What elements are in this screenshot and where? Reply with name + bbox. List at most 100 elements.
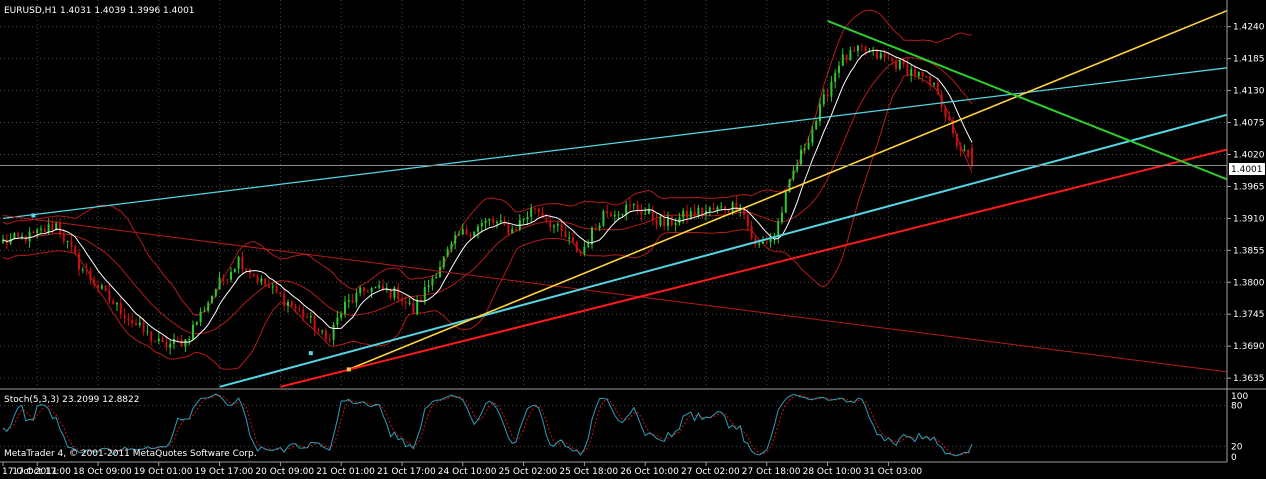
candle-body[interactable] bbox=[591, 227, 593, 245]
candle-body[interactable] bbox=[480, 223, 483, 227]
candle-body[interactable] bbox=[553, 225, 555, 228]
candle-body[interactable] bbox=[583, 246, 586, 254]
candle-body[interactable] bbox=[792, 170, 795, 180]
candle-body[interactable] bbox=[32, 231, 35, 234]
candle-body[interactable] bbox=[560, 224, 563, 232]
candle-body[interactable] bbox=[176, 338, 179, 340]
candle-body[interactable] bbox=[800, 149, 802, 165]
candle-body[interactable] bbox=[59, 223, 61, 235]
candle-body[interactable] bbox=[678, 217, 681, 224]
candle-body[interactable] bbox=[541, 212, 544, 218]
candle-body[interactable] bbox=[959, 145, 962, 151]
candle-body[interactable] bbox=[127, 318, 130, 321]
candle-body[interactable] bbox=[2, 239, 4, 243]
candle-body[interactable] bbox=[442, 256, 445, 268]
candle-body[interactable] bbox=[496, 222, 498, 224]
candle-body[interactable] bbox=[492, 219, 495, 223]
candle-body[interactable] bbox=[36, 229, 39, 234]
candle-body[interactable] bbox=[784, 191, 787, 213]
candle-body[interactable] bbox=[902, 60, 905, 65]
candle-body[interactable] bbox=[401, 299, 403, 302]
candle-body[interactable] bbox=[66, 240, 69, 242]
candle-body[interactable] bbox=[712, 207, 715, 210]
candle-body[interactable] bbox=[887, 57, 890, 59]
candle-body[interactable] bbox=[701, 208, 704, 215]
candle-body[interactable] bbox=[298, 308, 301, 310]
candle-body[interactable] bbox=[173, 338, 175, 344]
candle-body[interactable] bbox=[97, 285, 99, 289]
candle-body[interactable] bbox=[431, 278, 434, 286]
candle-body[interactable] bbox=[511, 229, 514, 234]
candle-body[interactable] bbox=[579, 251, 582, 254]
candle-body[interactable] bbox=[936, 82, 939, 95]
candle-body[interactable] bbox=[537, 208, 540, 213]
candle-body[interactable] bbox=[271, 286, 274, 288]
candle-body[interactable] bbox=[169, 343, 172, 348]
candle-body[interactable] bbox=[659, 217, 662, 226]
candle-body[interactable] bbox=[796, 164, 799, 171]
candle-body[interactable] bbox=[727, 210, 730, 212]
candle-body[interactable] bbox=[762, 241, 764, 244]
candle-body[interactable] bbox=[340, 313, 343, 318]
candle-body[interactable] bbox=[477, 226, 479, 232]
candle-body[interactable] bbox=[648, 210, 650, 214]
candle-body[interactable] bbox=[116, 302, 118, 305]
candle-body[interactable] bbox=[879, 53, 882, 59]
candle-body[interactable] bbox=[488, 219, 491, 221]
candle-body[interactable] bbox=[180, 339, 183, 347]
candle-body[interactable] bbox=[423, 287, 426, 302]
candle-body[interactable] bbox=[51, 224, 54, 231]
candle-body[interactable] bbox=[807, 142, 810, 149]
candle-body[interactable] bbox=[245, 269, 248, 271]
candle-body[interactable] bbox=[119, 302, 122, 315]
candle-body[interactable] bbox=[598, 225, 601, 229]
candle-body[interactable] bbox=[629, 204, 631, 206]
candle-body[interactable] bbox=[921, 71, 924, 77]
candle-body[interactable] bbox=[264, 278, 267, 286]
candle-body[interactable] bbox=[556, 224, 559, 226]
candle-body[interactable] bbox=[165, 342, 168, 348]
candle-body[interactable] bbox=[55, 223, 58, 231]
candle-body[interactable] bbox=[803, 148, 806, 150]
candle-body[interactable] bbox=[575, 241, 578, 252]
candle-body[interactable] bbox=[667, 216, 669, 227]
candle-body[interactable] bbox=[370, 287, 373, 293]
candle-body[interactable] bbox=[62, 234, 65, 242]
candle-body[interactable] bbox=[967, 149, 970, 157]
candle-body[interactable] bbox=[294, 306, 297, 309]
candle-body[interactable] bbox=[40, 228, 42, 230]
candle-body[interactable] bbox=[917, 71, 920, 76]
candle-body[interactable] bbox=[534, 208, 536, 210]
candle-body[interactable] bbox=[378, 285, 381, 288]
candle-body[interactable] bbox=[317, 330, 320, 332]
candle-body[interactable] bbox=[336, 317, 339, 325]
candle-body[interactable] bbox=[446, 249, 449, 257]
candle-body[interactable] bbox=[834, 72, 837, 83]
candle-body[interactable] bbox=[427, 285, 430, 288]
candle-body[interactable] bbox=[142, 322, 145, 333]
candle-body[interactable] bbox=[275, 286, 278, 293]
candle-body[interactable] bbox=[670, 216, 673, 225]
candle-body[interactable] bbox=[328, 338, 331, 340]
candle-body[interactable] bbox=[313, 315, 316, 331]
candle-body[interactable] bbox=[332, 324, 335, 340]
candle-body[interactable] bbox=[78, 253, 80, 270]
candle-body[interactable] bbox=[135, 323, 137, 326]
trendline[interactable] bbox=[827, 19, 1231, 181]
candle-body[interactable] bbox=[963, 149, 966, 151]
candle-body[interactable] bbox=[321, 330, 324, 332]
candle-body[interactable] bbox=[606, 211, 609, 214]
candle-body[interactable] bbox=[188, 339, 191, 341]
candle-body[interactable] bbox=[765, 241, 768, 243]
candle-body[interactable] bbox=[454, 235, 457, 244]
candle-body[interactable] bbox=[849, 49, 852, 61]
candle-body[interactable] bbox=[184, 339, 187, 347]
candle-body[interactable] bbox=[21, 235, 23, 237]
candle-body[interactable] bbox=[636, 204, 639, 211]
candle-body[interactable] bbox=[955, 133, 958, 146]
candle-body[interactable] bbox=[898, 60, 901, 69]
candle-body[interactable] bbox=[309, 315, 312, 318]
candle-body[interactable] bbox=[860, 45, 863, 47]
candle-body[interactable] bbox=[944, 107, 947, 118]
